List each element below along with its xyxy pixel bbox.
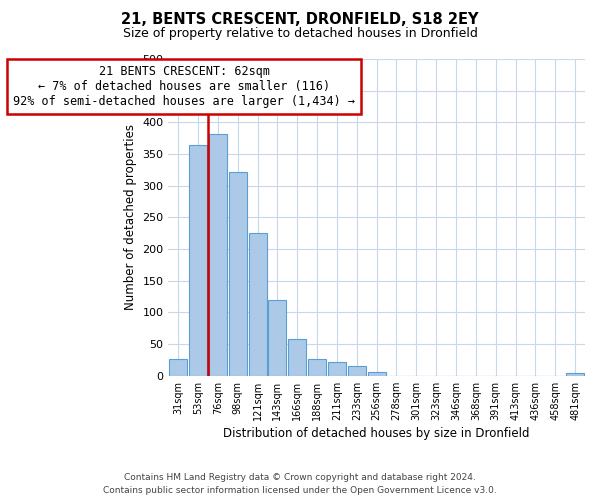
Bar bbox=[209, 134, 227, 376]
Bar bbox=[248, 234, 266, 376]
Text: Size of property relative to detached houses in Dronfield: Size of property relative to detached ho… bbox=[122, 28, 478, 40]
Bar bbox=[268, 300, 286, 376]
Bar bbox=[328, 362, 346, 376]
Text: Contains HM Land Registry data © Crown copyright and database right 2024.
Contai: Contains HM Land Registry data © Crown c… bbox=[103, 473, 497, 495]
Bar bbox=[368, 372, 386, 376]
Bar bbox=[289, 339, 306, 376]
Text: 21, BENTS CRESCENT, DRONFIELD, S18 2EY: 21, BENTS CRESCENT, DRONFIELD, S18 2EY bbox=[121, 12, 479, 28]
Text: 21 BENTS CRESCENT: 62sqm
← 7% of detached houses are smaller (116)
92% of semi-d: 21 BENTS CRESCENT: 62sqm ← 7% of detache… bbox=[13, 66, 355, 108]
Y-axis label: Number of detached properties: Number of detached properties bbox=[124, 124, 137, 310]
Bar bbox=[308, 358, 326, 376]
Bar bbox=[348, 366, 366, 376]
X-axis label: Distribution of detached houses by size in Dronfield: Distribution of detached houses by size … bbox=[223, 427, 530, 440]
Bar bbox=[229, 172, 247, 376]
Bar bbox=[169, 358, 187, 376]
Bar bbox=[566, 374, 584, 376]
Bar bbox=[189, 144, 207, 376]
